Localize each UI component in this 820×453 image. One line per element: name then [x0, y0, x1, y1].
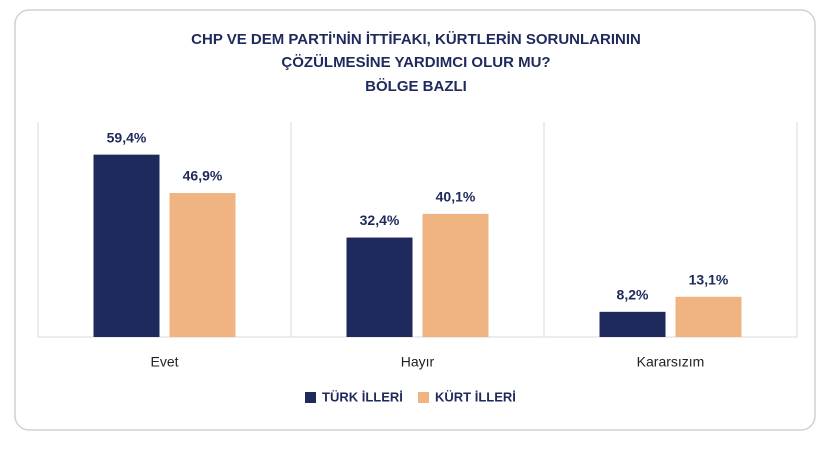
- legend-swatch: [418, 392, 429, 403]
- bar: [599, 311, 666, 337]
- x-tick-label: Evet: [150, 354, 178, 370]
- bar: [346, 237, 413, 337]
- chart-subtitle: BÖLGE BAZLI: [365, 78, 467, 95]
- bar: [93, 154, 160, 337]
- value-label: 46,9%: [183, 168, 223, 184]
- chart-title: ÇÖZÜLMESİNE YARDIMCI OLUR MU?: [281, 54, 550, 71]
- value-label: 32,4%: [360, 212, 400, 228]
- legend-label: TÜRK İLLERİ: [322, 389, 403, 404]
- x-tick-label: Kararsızım: [637, 354, 705, 370]
- value-label: 59,4%: [107, 129, 147, 145]
- value-label: 8,2%: [617, 287, 649, 303]
- value-label: 13,1%: [689, 271, 729, 287]
- bar: [675, 296, 742, 337]
- chart-title: CHP VE DEM PARTİ'NİN İTTİFAKI, KÜRTLERİN…: [191, 31, 641, 48]
- bar: [422, 213, 489, 337]
- legend-swatch: [305, 392, 316, 403]
- legend-label: KÜRT İLLERİ: [435, 389, 516, 404]
- x-tick-label: Hayır: [401, 354, 435, 370]
- value-label: 40,1%: [436, 189, 476, 205]
- bar: [169, 193, 236, 337]
